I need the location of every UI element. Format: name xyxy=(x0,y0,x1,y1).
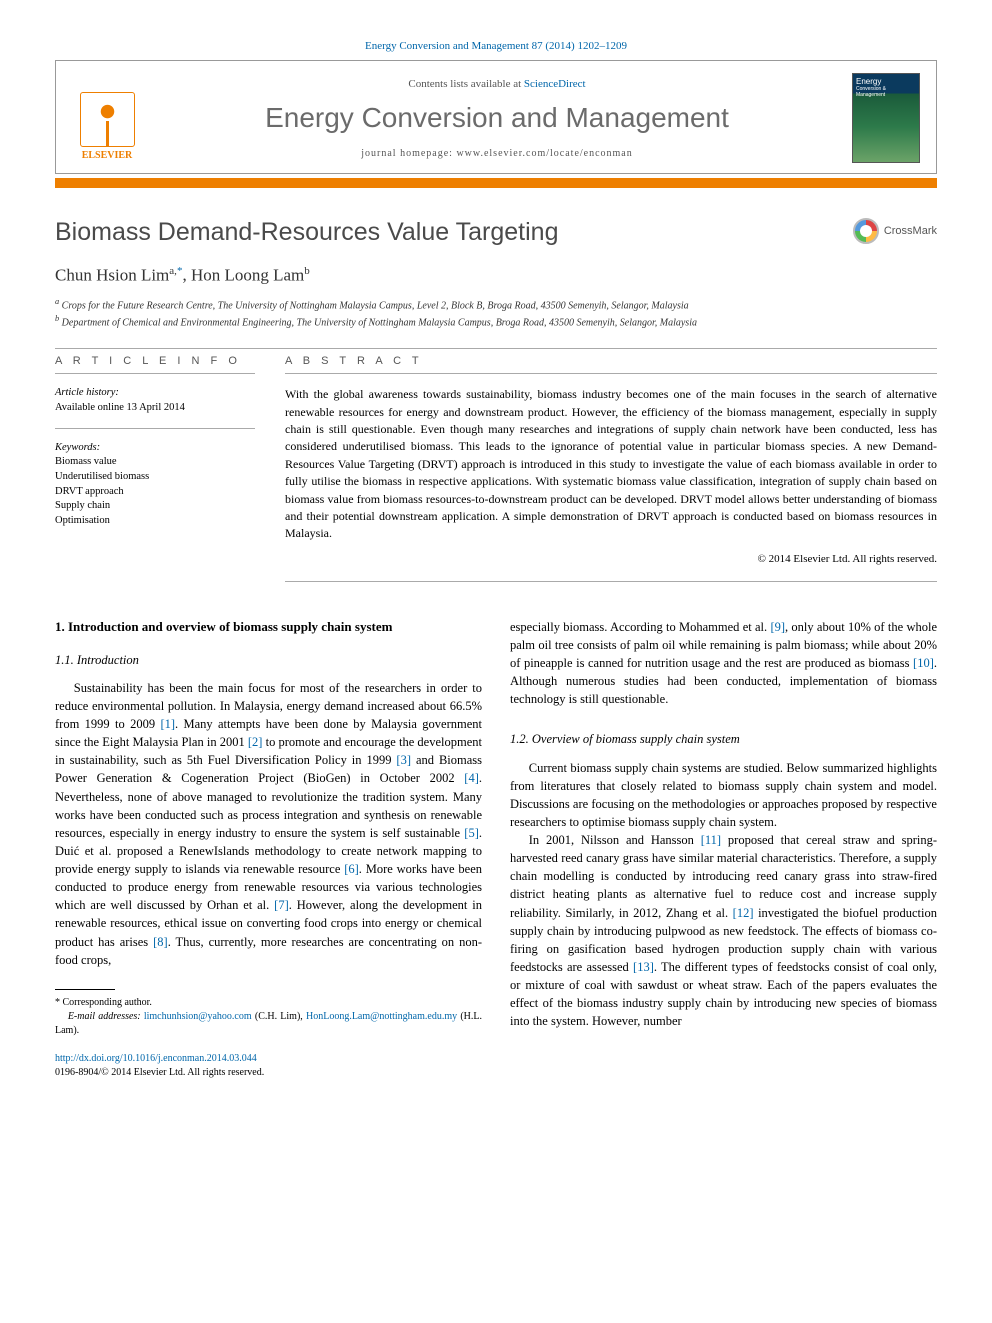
article-history-block: Article history: Available online 13 Apr… xyxy=(55,380,255,421)
author-2-affil: b xyxy=(304,265,310,277)
journal-header-box: ELSEVIER Contents lists available at Sci… xyxy=(55,60,937,174)
crossmark-label: CrossMark xyxy=(884,225,937,237)
affiliation-b: b Department of Chemical and Environment… xyxy=(55,313,937,330)
text-run: especially biomass. According to Mohamme… xyxy=(510,620,770,634)
email-paren-1: (C.H. Lim), xyxy=(252,1011,306,1022)
info-abstract-row: A R T I C L E I N F O Article history: A… xyxy=(55,355,937,588)
affiliations-block: a Crops for the Future Research Centre, … xyxy=(55,296,937,331)
corresponding-author-note: * Corresponding author. xyxy=(55,996,482,1010)
contents-prefix: Contents lists available at xyxy=(408,78,523,90)
doi-issn-block: http://dx.doi.org/10.1016/j.enconman.201… xyxy=(55,1052,482,1081)
email-link-1[interactable]: limchunhsion@yahoo.com xyxy=(144,1011,252,1022)
article-info-column: A R T I C L E I N F O Article history: A… xyxy=(55,355,255,588)
keyword-item: Supply chain xyxy=(55,499,255,514)
citation-link[interactable]: [8] xyxy=(153,935,168,949)
body-two-column: 1. Introduction and overview of biomass … xyxy=(55,618,937,1081)
email-label: E-mail addresses: xyxy=(68,1011,144,1022)
journal-title: Energy Conversion and Management xyxy=(142,102,852,134)
body-paragraph: In 2001, Nilsson and Hansson [11] propos… xyxy=(510,831,937,1030)
crossmark-icon xyxy=(853,218,879,244)
body-paragraph: Sustainability has been the main focus f… xyxy=(55,679,482,969)
history-label: Article history: xyxy=(55,386,255,401)
citation-link[interactable]: [3] xyxy=(396,753,411,767)
citation-link[interactable]: [13] xyxy=(633,960,654,974)
keyword-item: Optimisation xyxy=(55,514,255,529)
citation-link[interactable]: [1] xyxy=(160,717,175,731)
authors-line: Chun Hsion Lima,*, Hon Loong Lamb xyxy=(55,265,937,286)
homepage-prefix: journal homepage: xyxy=(361,148,456,159)
affiliation-a-text: Crops for the Future Research Centre, Th… xyxy=(62,300,689,311)
keyword-item: Biomass value xyxy=(55,455,255,470)
author-1-name: Chun Hsion Lim xyxy=(55,266,169,285)
section-1-heading: 1. Introduction and overview of biomass … xyxy=(55,618,482,637)
journal-cover-thumbnail: Energy Conversion & Management xyxy=(852,73,920,163)
footnotes: * Corresponding author. E-mail addresses… xyxy=(55,996,482,1038)
keywords-label: Keywords: xyxy=(55,441,255,456)
keywords-block: Keywords: Biomass value Underutilised bi… xyxy=(55,435,255,535)
journal-homepage-line: journal homepage: www.elsevier.com/locat… xyxy=(142,148,852,159)
citation-link[interactable]: [12] xyxy=(733,906,754,920)
sciencedirect-link[interactable]: ScienceDirect xyxy=(524,78,586,90)
journal-reference: Energy Conversion and Management 87 (201… xyxy=(55,40,937,52)
body-paragraph: Current biomass supply chain systems are… xyxy=(510,759,937,832)
citation-link[interactable]: [2] xyxy=(248,735,263,749)
history-value: Available online 13 April 2014 xyxy=(55,401,255,416)
author-separator: , xyxy=(182,266,191,285)
homepage-url: www.elsevier.com/locate/enconman xyxy=(456,148,632,159)
cover-text-top: Energy xyxy=(856,77,916,86)
email-link-2[interactable]: HonLoong.Lam@nottingham.edu.my xyxy=(306,1011,457,1022)
section-1-2-heading: 1.2. Overview of biomass supply chain sy… xyxy=(510,730,937,748)
citation-link[interactable]: [10] xyxy=(913,656,934,670)
issn-copyright-line: 0196-8904/© 2014 Elsevier Ltd. All right… xyxy=(55,1066,482,1081)
citation-link[interactable]: [5] xyxy=(464,826,479,840)
divider xyxy=(55,373,255,374)
citation-link[interactable]: [11] xyxy=(701,833,721,847)
abstract-copyright: © 2014 Elsevier Ltd. All rights reserved… xyxy=(285,553,937,565)
citation-link[interactable]: [6] xyxy=(344,862,359,876)
body-paragraph: especially biomass. According to Mohamme… xyxy=(510,618,937,709)
abstract-heading: A B S T R A C T xyxy=(285,355,937,367)
doi-link[interactable]: http://dx.doi.org/10.1016/j.enconman.201… xyxy=(55,1053,257,1064)
abstract-column: A B S T R A C T With the global awarenes… xyxy=(285,355,937,588)
affiliation-a: a Crops for the Future Research Centre, … xyxy=(55,296,937,313)
section-1-1-heading: 1.1. Introduction xyxy=(55,651,482,669)
citation-link[interactable]: [7] xyxy=(274,898,289,912)
email-line: E-mail addresses: limchunhsion@yahoo.com… xyxy=(55,1010,482,1038)
elsevier-tree-icon xyxy=(80,92,135,147)
divider xyxy=(285,373,937,374)
divider xyxy=(55,348,937,349)
divider xyxy=(55,428,255,429)
author-1-affil: a, xyxy=(169,265,177,277)
crossmark-widget[interactable]: CrossMark xyxy=(853,218,937,244)
elsevier-logo: ELSEVIER xyxy=(72,76,142,161)
page-container: Energy Conversion and Management 87 (201… xyxy=(0,0,992,1111)
paper-title: Biomass Demand-Resources Value Targeting xyxy=(55,218,559,247)
title-row: Biomass Demand-Resources Value Targeting… xyxy=(55,218,937,247)
footnote-separator xyxy=(55,989,115,990)
contents-available-line: Contents lists available at ScienceDirec… xyxy=(142,78,852,90)
elsevier-logo-text: ELSEVIER xyxy=(82,150,133,161)
orange-divider-bar xyxy=(55,178,937,188)
cover-text-sub: Conversion & Management xyxy=(856,86,916,98)
article-info-heading: A R T I C L E I N F O xyxy=(55,355,255,367)
citation-link[interactable]: [9] xyxy=(770,620,785,634)
keyword-item: DRVT approach xyxy=(55,485,255,500)
affiliation-b-text: Department of Chemical and Environmental… xyxy=(62,317,697,328)
footnote-block: * Corresponding author. E-mail addresses… xyxy=(55,989,482,1081)
author-2-name: Hon Loong Lam xyxy=(191,266,304,285)
divider xyxy=(285,581,937,582)
keyword-item: Underutilised biomass xyxy=(55,470,255,485)
citation-link[interactable]: [4] xyxy=(464,771,479,785)
text-run: In 2001, Nilsson and Hansson xyxy=(529,833,701,847)
text-run: Current biomass supply chain systems are… xyxy=(510,761,937,829)
header-center: Contents lists available at ScienceDirec… xyxy=(142,78,852,159)
abstract-text: With the global awareness towards sustai… xyxy=(285,380,937,543)
